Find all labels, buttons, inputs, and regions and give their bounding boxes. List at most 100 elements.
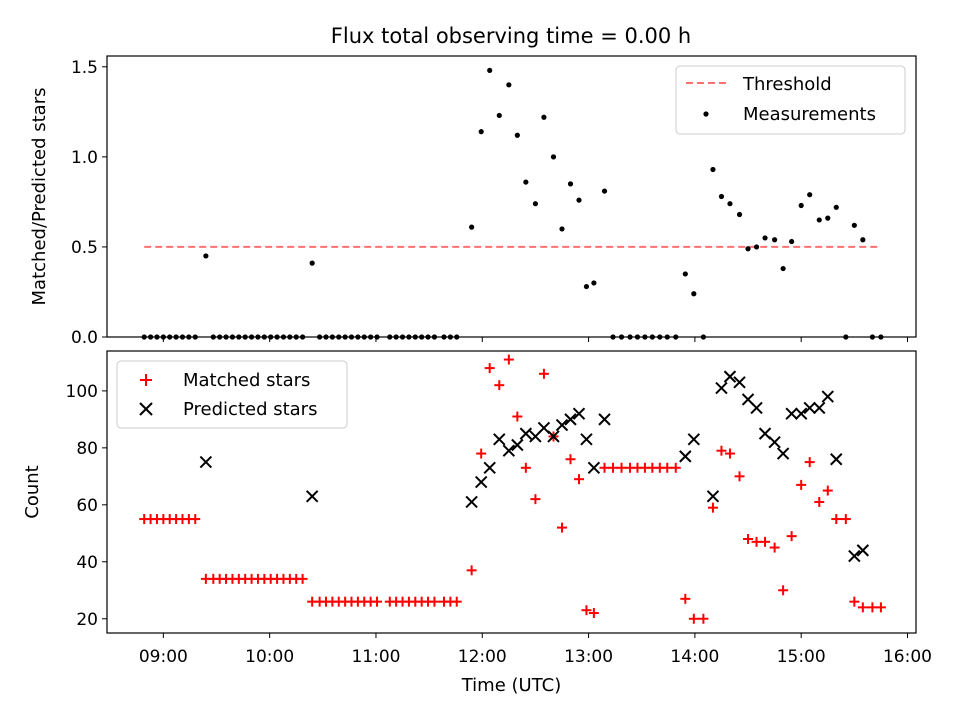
matched-point (769, 542, 780, 553)
matched-point (565, 454, 576, 465)
measurement-point (780, 265, 786, 272)
predicted-point (706, 490, 720, 503)
matched-point (662, 462, 673, 473)
measurement-point (541, 114, 547, 120)
ratio-y-tick-label: 0.0 (71, 328, 98, 348)
measurement-point (860, 237, 866, 243)
predicted-point (580, 433, 593, 446)
count-panel: 20 40 60 80 100 09:00 10:00 11:00 12:00 13:00 14:0… (22, 350, 932, 696)
matched-point (503, 354, 514, 365)
matched-point (581, 605, 592, 616)
matched-point (724, 448, 735, 459)
matched-point (849, 596, 860, 607)
predicted-point (848, 549, 861, 563)
matched-point (734, 471, 745, 482)
measurement-point (710, 166, 716, 173)
matched-point (707, 502, 718, 513)
matched-point (556, 522, 567, 533)
predicted-point (587, 461, 601, 474)
count-panel-frame (106, 350, 917, 634)
measurement-point (682, 271, 688, 277)
predicted-point (572, 407, 586, 420)
predicted-point (199, 455, 213, 469)
predicted-point (813, 401, 826, 415)
predicted-point (830, 453, 843, 466)
predicted-point (465, 495, 478, 509)
ratio-legend: Threshold Measurements (675, 65, 906, 135)
x-axis-label: Time (UTC) (461, 675, 562, 696)
count-y-tick-label: 60 (76, 496, 98, 516)
matched-point (822, 485, 833, 496)
predicted-point (856, 544, 870, 557)
predicted-point (564, 413, 577, 426)
predicted-point (750, 401, 763, 415)
measurement-point (807, 192, 813, 198)
measurement-point (601, 188, 608, 194)
measurement-point (506, 82, 512, 88)
matched-point (867, 602, 878, 613)
measurement-point (309, 260, 315, 266)
predicted-point (679, 450, 692, 463)
measurement-point (825, 215, 831, 221)
matched-point (574, 474, 585, 485)
matched-point (451, 596, 462, 607)
measurement-point (762, 235, 768, 241)
measurement-point (532, 201, 539, 207)
measurement-point (567, 181, 574, 187)
ratio-y-axis-label: Matched/Predicted stars (29, 88, 50, 306)
matched-point (599, 462, 610, 473)
x-tick-label: 09:00 (139, 647, 188, 667)
predicted-point (547, 430, 560, 443)
matched-point (743, 534, 754, 544)
predicted-point (511, 438, 524, 452)
matched-point (680, 593, 691, 604)
measurement-point (851, 222, 857, 228)
predicted-point (502, 444, 516, 457)
predicted-point (785, 407, 798, 420)
ratio-y-axis: 0.0 0.5 1.0 1.5 (71, 58, 908, 348)
matched-point (751, 536, 762, 547)
matched-point (512, 411, 523, 422)
matched-point (429, 596, 440, 607)
measurement-point (798, 202, 804, 209)
predicted-point (768, 435, 781, 449)
ratio-plot-area (141, 67, 884, 340)
count-y-tick-label: 80 (76, 439, 98, 459)
chart-title: Flux total observing time = 0.00 h (331, 24, 691, 48)
predicted-point (598, 413, 611, 426)
x-tick-label: 14:00 (670, 647, 719, 667)
x-tick-label: 11:00 (351, 647, 400, 667)
matched-point (608, 462, 619, 473)
measurement-point (496, 112, 502, 119)
legend-measurements-label: Measurements (743, 104, 876, 125)
matched-point (688, 613, 699, 624)
measurement-point (833, 204, 839, 210)
count-y-tick-label: 20 (76, 610, 98, 630)
predicted-point (723, 370, 737, 383)
ratio-y-tick-label: 1.0 (71, 148, 98, 168)
predicted-point (474, 475, 488, 489)
ratio-y-tick-label: 1.5 (71, 58, 98, 78)
ratio-y-tick-label: 0.5 (71, 238, 98, 258)
x-tick-label: 12:00 (458, 647, 507, 667)
x-tick-label: 16:00 (883, 647, 932, 667)
predicted-point (493, 433, 506, 446)
measurement-point (583, 283, 590, 290)
measurement-point (691, 291, 697, 297)
predicted-point (555, 418, 569, 432)
matched-point (796, 479, 807, 490)
matched-point (875, 602, 886, 613)
matched-point (372, 596, 383, 607)
legend-matched-swatch (140, 374, 152, 386)
matched-point (476, 448, 487, 459)
measurement-point (203, 253, 209, 259)
count-y-tick-label: 100 (66, 382, 98, 402)
legend-measurements-swatch (703, 111, 709, 117)
matched-point (840, 514, 851, 525)
measurement-point (772, 237, 778, 243)
count-axes-ticks: 20 40 60 80 100 09:00 10:00 11:00 12:00 13:00 14:0… (66, 382, 932, 667)
matched-point (760, 536, 771, 547)
matched-point (494, 380, 505, 391)
matched-point (297, 573, 308, 584)
matched-point (466, 565, 477, 576)
